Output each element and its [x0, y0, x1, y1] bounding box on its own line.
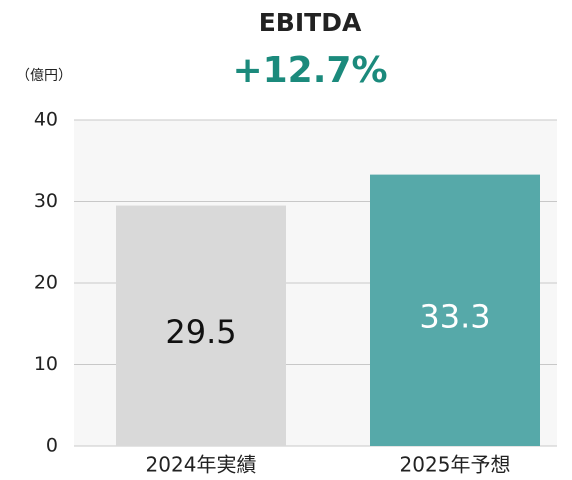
y-tick-label: 40 — [34, 109, 58, 131]
x-tick-label: 2025年予想 — [400, 453, 511, 477]
y-tick-label: 0 — [46, 435, 58, 457]
chart-title: EBITDA — [259, 8, 362, 37]
bar — [116, 205, 286, 446]
x-tick-label: 2024年実績 — [146, 453, 257, 477]
y-axis-label: （億円） — [16, 68, 72, 84]
y-tick-label: 20 — [34, 272, 58, 294]
y-tick-label: 10 — [34, 353, 58, 375]
data-label: 33.3 — [419, 297, 490, 335]
chart-subtitle: +12.7% — [232, 50, 387, 91]
data-label: 29.5 — [165, 313, 236, 351]
y-tick-label: 30 — [34, 190, 58, 212]
bar — [370, 174, 540, 447]
